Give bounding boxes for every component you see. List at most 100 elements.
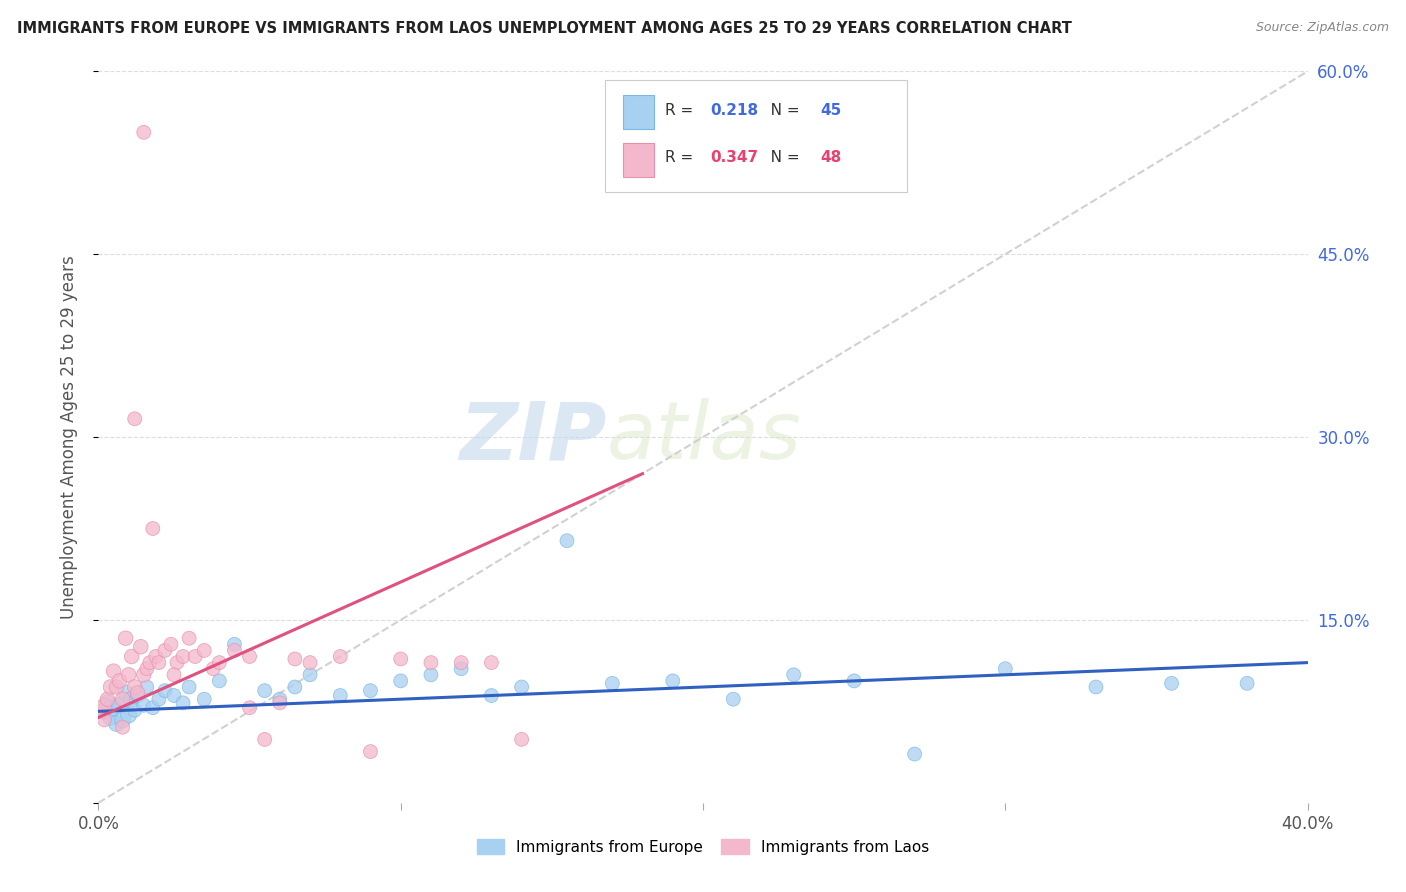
Point	[132, 125, 155, 139]
Point	[160, 637, 183, 651]
Point	[602, 676, 624, 690]
Point	[284, 680, 307, 694]
Point	[329, 689, 352, 703]
Point	[253, 732, 276, 747]
Point	[108, 673, 131, 688]
Point	[299, 656, 322, 670]
Point	[994, 662, 1017, 676]
Point	[127, 689, 149, 703]
Point	[100, 710, 122, 724]
Point	[193, 692, 215, 706]
Point	[329, 649, 352, 664]
Point	[114, 632, 136, 646]
Point	[1160, 676, 1182, 690]
Text: 0.347: 0.347	[710, 151, 759, 166]
Point	[723, 692, 745, 706]
Legend: Immigrants from Europe, Immigrants from Laos: Immigrants from Europe, Immigrants from …	[471, 833, 935, 861]
Point	[450, 662, 472, 676]
Point	[269, 692, 291, 706]
Point	[114, 686, 136, 700]
Point	[129, 640, 152, 654]
Point	[132, 698, 155, 713]
Point	[208, 673, 231, 688]
Text: N =: N =	[756, 103, 804, 119]
Point	[193, 643, 215, 657]
Point	[269, 696, 291, 710]
Point	[142, 521, 165, 535]
Point	[121, 692, 143, 706]
Point	[124, 680, 146, 694]
Point	[783, 667, 806, 681]
Point	[166, 656, 188, 670]
Point	[148, 692, 170, 706]
Point	[172, 649, 194, 664]
Text: Source: ZipAtlas.com: Source: ZipAtlas.com	[1256, 21, 1389, 34]
Point	[96, 696, 118, 710]
Point	[105, 716, 128, 731]
Y-axis label: Unemployment Among Ages 25 to 29 years: Unemployment Among Ages 25 to 29 years	[59, 255, 77, 619]
Point	[108, 698, 131, 713]
Point	[184, 649, 207, 664]
Point	[105, 680, 128, 694]
Point	[163, 667, 186, 681]
Point	[239, 700, 262, 714]
Point	[360, 683, 382, 698]
Point	[103, 700, 125, 714]
Point	[124, 412, 146, 426]
Point	[172, 696, 194, 710]
Point	[139, 656, 162, 670]
Point	[224, 643, 246, 657]
Text: 0.218: 0.218	[710, 103, 759, 119]
Text: atlas: atlas	[606, 398, 801, 476]
Point	[135, 662, 157, 676]
Point	[481, 656, 503, 670]
Text: 45: 45	[820, 103, 842, 119]
Point	[844, 673, 866, 688]
Point	[360, 745, 382, 759]
Point	[118, 667, 141, 681]
Point	[145, 649, 167, 664]
Point	[93, 713, 115, 727]
Point	[96, 692, 118, 706]
Point	[153, 683, 176, 698]
Point	[389, 673, 412, 688]
Point	[100, 680, 122, 694]
Point	[142, 700, 165, 714]
Point	[661, 673, 683, 688]
Text: N =: N =	[756, 151, 804, 166]
Point	[1085, 680, 1108, 694]
Point	[153, 643, 176, 657]
Point	[111, 713, 134, 727]
Text: ZIP: ZIP	[458, 398, 606, 476]
Point	[118, 708, 141, 723]
Point	[510, 732, 533, 747]
Point	[450, 656, 472, 670]
Point	[103, 664, 125, 678]
Point	[93, 698, 115, 713]
Text: IMMIGRANTS FROM EUROPE VS IMMIGRANTS FROM LAOS UNEMPLOYMENT AMONG AGES 25 TO 29 : IMMIGRANTS FROM EUROPE VS IMMIGRANTS FRO…	[17, 21, 1071, 36]
Text: 48: 48	[820, 151, 842, 166]
Point	[202, 662, 225, 676]
Point	[111, 720, 134, 734]
Point	[111, 692, 134, 706]
Point	[510, 680, 533, 694]
Point	[148, 656, 170, 670]
Point	[127, 686, 149, 700]
Point	[239, 649, 262, 664]
Point	[179, 632, 201, 646]
Point	[1236, 676, 1258, 690]
Text: R =: R =	[665, 103, 703, 119]
Point	[253, 683, 276, 698]
Point	[284, 652, 307, 666]
Point	[420, 656, 443, 670]
Point	[420, 667, 443, 681]
Point	[299, 667, 322, 681]
Point	[904, 747, 927, 761]
Point	[555, 533, 578, 548]
Point	[124, 703, 146, 717]
Point	[90, 705, 112, 719]
Point	[93, 705, 115, 719]
Point	[132, 667, 155, 681]
Point	[224, 637, 246, 651]
Point	[179, 680, 201, 694]
